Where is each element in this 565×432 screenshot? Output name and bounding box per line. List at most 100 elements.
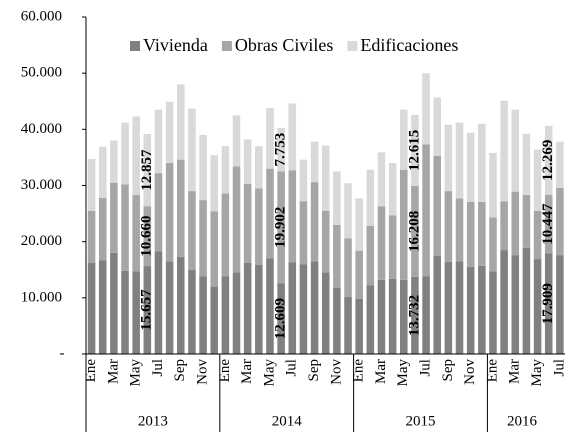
bar-segment bbox=[277, 283, 285, 354]
bar-segment bbox=[444, 191, 453, 262]
bar-segment bbox=[143, 266, 152, 354]
data-label: 19.902 bbox=[273, 207, 289, 248]
bar-segment bbox=[333, 171, 341, 225]
data-label: 7.753 bbox=[273, 133, 289, 167]
bar-segment bbox=[154, 251, 163, 354]
bar-segment bbox=[98, 146, 107, 198]
bar-segment bbox=[366, 285, 375, 354]
bar-segment bbox=[344, 238, 352, 297]
bar-segment bbox=[243, 263, 252, 354]
data-label: 12.269 bbox=[540, 140, 556, 181]
bar-segment bbox=[288, 170, 297, 263]
legend-label: Edificaciones bbox=[360, 35, 458, 55]
x-tick-label: Jul bbox=[551, 359, 565, 377]
year-label: 2015 bbox=[406, 413, 436, 429]
bar-segment bbox=[355, 250, 363, 299]
bar-segment bbox=[355, 198, 363, 251]
bar-segment bbox=[433, 97, 441, 156]
bar-segment bbox=[277, 171, 285, 284]
bar-segment bbox=[388, 278, 397, 354]
bar-segment bbox=[299, 159, 308, 202]
bar-segment bbox=[377, 206, 386, 280]
y-tick-label: 20.000 bbox=[21, 233, 62, 249]
bar-segment bbox=[243, 139, 252, 184]
bar-segment bbox=[98, 197, 107, 261]
x-tick-label: Mar bbox=[507, 359, 523, 384]
bar-segment bbox=[221, 193, 230, 277]
x-tick-label: Ene bbox=[484, 359, 500, 383]
bar-segment bbox=[110, 182, 118, 253]
x-tick-label: Sep bbox=[172, 359, 188, 382]
x-tick-label: Mar bbox=[239, 359, 255, 384]
data-label: 16.208 bbox=[406, 211, 422, 252]
bar-segment bbox=[556, 141, 564, 188]
bar-segment bbox=[533, 149, 542, 211]
year-label: 2013 bbox=[138, 413, 168, 429]
x-tick-label: Nov bbox=[195, 359, 211, 385]
bar-segment bbox=[299, 264, 308, 354]
bar-segment bbox=[132, 116, 140, 196]
bar-segment bbox=[110, 252, 118, 354]
bar-segment bbox=[511, 191, 520, 256]
x-tick-label: Sep bbox=[440, 359, 456, 382]
data-label: 10.660 bbox=[139, 215, 155, 256]
bar-segment bbox=[255, 264, 263, 354]
bar-segment bbox=[489, 152, 497, 218]
legend-label: Obras Civiles bbox=[235, 35, 334, 55]
legend-swatch bbox=[221, 41, 232, 51]
x-tick-label: Sep bbox=[306, 359, 322, 382]
bar-segment bbox=[87, 263, 96, 354]
bar-segment bbox=[288, 262, 297, 354]
y-tick-label: 60.000 bbox=[21, 8, 62, 24]
bar-segment bbox=[400, 279, 408, 354]
bar-segment bbox=[400, 109, 408, 170]
bar-segment bbox=[299, 201, 308, 265]
bar-segment bbox=[333, 287, 341, 354]
x-tick-label: Nov bbox=[462, 359, 478, 385]
data-label: 15.657 bbox=[139, 289, 155, 331]
bar-segment bbox=[266, 258, 274, 354]
bar-segment bbox=[344, 296, 352, 354]
bar-segment bbox=[266, 107, 274, 169]
data-label: 12.857 bbox=[139, 149, 155, 191]
bar-segment bbox=[478, 123, 486, 202]
x-tick-label: Jul bbox=[284, 359, 300, 377]
year-label: 2016 bbox=[507, 413, 538, 429]
bar-segment bbox=[232, 115, 241, 167]
bar-segment bbox=[321, 272, 330, 354]
y-tick-label: 10.000 bbox=[21, 289, 62, 305]
bar-segment bbox=[177, 84, 185, 160]
bar-segment bbox=[232, 272, 241, 354]
bar-segment bbox=[188, 108, 196, 192]
bar-segment bbox=[288, 103, 297, 171]
bar-segment bbox=[511, 255, 520, 354]
bar-segment bbox=[355, 298, 363, 354]
x-tick-label: Mar bbox=[373, 359, 389, 384]
x-tick-label: May bbox=[261, 359, 277, 387]
bar-segment bbox=[556, 255, 564, 354]
bar-segment bbox=[455, 198, 464, 262]
bar-segment bbox=[344, 183, 352, 239]
x-tick-label: Ene bbox=[83, 359, 99, 383]
bar-segment bbox=[255, 146, 263, 189]
bar-segment bbox=[411, 185, 419, 277]
bar-segment bbox=[466, 266, 475, 354]
bar-segment bbox=[366, 225, 375, 286]
bar-segment bbox=[121, 184, 129, 271]
bar-segment bbox=[388, 163, 397, 216]
bar-segment bbox=[232, 166, 241, 273]
bar-segment bbox=[210, 286, 218, 354]
bar-segment bbox=[522, 133, 531, 196]
bar-segment bbox=[143, 133, 152, 207]
bar-segment bbox=[377, 279, 386, 354]
bar-segment bbox=[466, 201, 475, 267]
bar-segment bbox=[544, 253, 553, 354]
bar-segment bbox=[489, 271, 497, 354]
bar-segment bbox=[433, 155, 441, 256]
x-tick-label: May bbox=[529, 359, 545, 387]
x-tick-label: May bbox=[395, 359, 411, 387]
bar-segment bbox=[154, 173, 163, 252]
x-tick-label: May bbox=[128, 359, 144, 387]
bar-segment bbox=[143, 206, 152, 267]
x-tick-label: Jul bbox=[150, 359, 166, 377]
